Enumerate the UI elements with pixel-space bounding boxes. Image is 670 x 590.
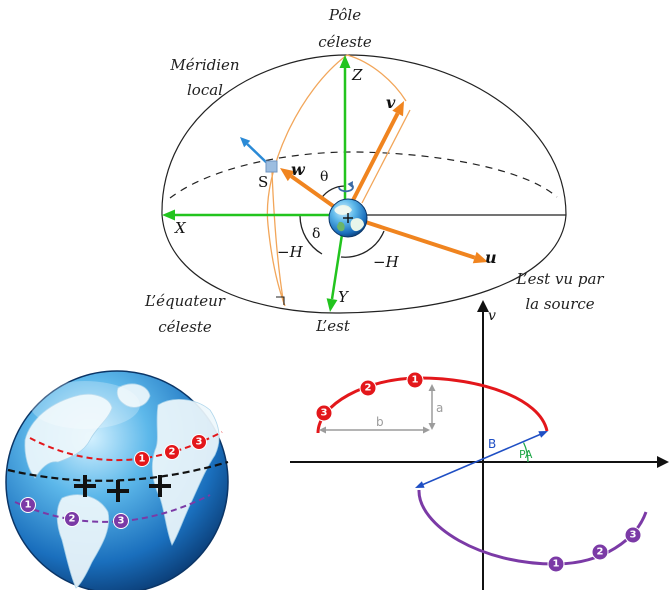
v-vector-arrow	[346, 101, 404, 211]
antenna-plus-1	[74, 475, 96, 497]
uv-red-point-2: 2	[359, 379, 377, 397]
source-marker	[265, 160, 278, 173]
v-projection-line	[361, 109, 411, 204]
local-meridian-label-line1: Méridien	[169, 56, 239, 74]
horizon-front-arc	[161, 214, 567, 314]
uv-v-axis-label: v	[488, 308, 496, 324]
uv-red-point-1: 1	[406, 371, 424, 389]
semi-major-axis-arrow	[319, 426, 430, 434]
east-from-source-label-line1: L’est vu par	[515, 270, 604, 288]
globe-red-point-3-label: 3	[196, 437, 203, 448]
position-angle-arc	[523, 442, 529, 463]
uv-red-point-2-label: 2	[365, 383, 372, 394]
globe-purple-point-2: 2	[64, 511, 80, 527]
y-axis-label: Y	[338, 288, 350, 306]
baseline-label: B	[488, 437, 496, 451]
position-angle-label: PA	[519, 448, 533, 461]
semi-minor-axis-arrow	[428, 384, 436, 430]
hour-angle-left-label: −H	[277, 243, 304, 261]
source-direction-arrow	[240, 137, 269, 165]
globe-highlight	[30, 381, 140, 429]
earth-globe: 1 2 3 1 2 3	[5, 370, 229, 590]
globe-purple-point-1-label: 1	[25, 500, 32, 511]
v-vector-label: v	[386, 93, 396, 112]
globe-purple-point-2-label: 2	[69, 514, 76, 525]
horizon-back-arc	[169, 151, 558, 199]
hour-angle-right-arc	[340, 230, 385, 258]
antenna-plus-3	[149, 475, 171, 497]
globe-red-point-3: 3	[191, 434, 207, 450]
hour-angle-right-label: −H	[373, 253, 400, 271]
sky-dome-outline	[161, 54, 567, 216]
uv-red-point-3: 3	[315, 404, 333, 422]
uv-purple-point-3-label: 3	[630, 530, 637, 541]
continent-north-america	[24, 393, 113, 479]
globe-red-point-1: 1	[134, 451, 150, 467]
antenna-plus-2	[107, 480, 129, 502]
east-label: L’est	[315, 317, 351, 335]
celestial-equator-label-line1: L’équateur	[144, 292, 226, 310]
uv-red-point-3-label: 3	[321, 408, 328, 419]
local-meridian-line	[266, 54, 348, 307]
continent-greenland	[116, 383, 151, 408]
z-axis-arrow	[339, 55, 351, 214]
source-hour-circle-line	[271, 171, 285, 306]
uv-purple-point-2: 2	[591, 543, 609, 561]
x-axis-arrow	[162, 209, 345, 221]
globe-purple-point-1: 1	[20, 497, 36, 513]
uv-purple-point-2-label: 2	[597, 547, 604, 558]
uv-purple-point-1: 1	[547, 555, 565, 573]
globe-purple-track	[14, 494, 211, 523]
x-axis-label: X	[174, 219, 187, 237]
hour-angle-left-arc	[299, 215, 323, 255]
pole-to-v-line	[346, 54, 407, 102]
theta-arc	[320, 185, 346, 199]
globe-equator-track	[7, 460, 229, 482]
right-angle-marker	[276, 296, 285, 305]
w-vector-label: w	[291, 160, 306, 179]
rotation-arrow-icon	[338, 181, 354, 193]
baseline-double-arrow	[415, 431, 548, 488]
globe-purple-point-3-label: 3	[118, 516, 125, 527]
uv-vertical-axis	[477, 300, 489, 590]
u-vector-label: u	[485, 248, 497, 267]
z-axis-label: Z	[351, 66, 363, 84]
celestial-sphere: Pôle céleste Méridien local Z v w S θ X …	[144, 6, 604, 336]
uv-horizontal-axis	[290, 456, 669, 468]
u-vector-arrow	[346, 214, 488, 264]
central-earth-globe-icon	[328, 198, 368, 238]
uv-purple-track	[417, 489, 648, 566]
globe-red-point-1-label: 1	[139, 454, 146, 465]
globe-red-point-2: 2	[164, 444, 180, 460]
uv-plane: v a b B PA 3 2	[290, 300, 669, 590]
uv-purple-point-1-label: 1	[553, 559, 560, 570]
celestial-pole-label-line1: Pôle	[328, 6, 361, 24]
theta-label: θ	[320, 169, 328, 185]
delta-label: δ	[312, 226, 320, 242]
celestial-equator-label-line2: céleste	[158, 318, 212, 336]
globe-purple-point-3: 3	[113, 513, 129, 529]
uv-purple-point-3: 3	[624, 526, 642, 544]
celestial-pole-label-line2: céleste	[318, 33, 372, 51]
globe-red-point-2-label: 2	[169, 447, 176, 458]
east-from-source-label-line2: la source	[525, 295, 594, 313]
source-label: S	[258, 173, 268, 191]
uv-red-point-1-label: 1	[412, 375, 419, 386]
semi-minor-axis-label: a	[436, 401, 443, 415]
semi-major-axis-label: b	[376, 415, 384, 429]
local-meridian-label-line2: local	[187, 81, 223, 99]
